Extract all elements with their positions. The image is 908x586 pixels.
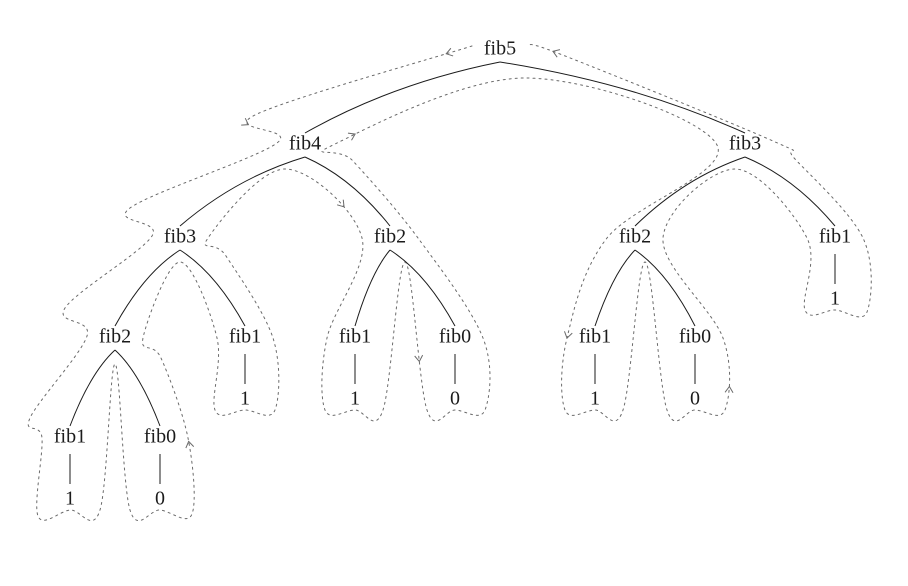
value-fib1RR: 1 — [830, 288, 840, 310]
node-fib1R: fib1 — [579, 326, 611, 348]
trace-arrow — [241, 118, 250, 128]
node-fib4: fib4 — [289, 133, 321, 155]
trace-arrow — [563, 331, 572, 339]
node-fib2R: fib2 — [619, 226, 651, 248]
value-fib0R: 0 — [690, 388, 700, 410]
value-fib1R: 1 — [590, 388, 600, 410]
node-fib5: fib5 — [484, 38, 516, 60]
trace-arrow — [348, 130, 357, 140]
value-fib1LL: 1 — [65, 488, 75, 510]
fib-tree-diagram: fib5 fib4 fib3 fib3 fib2 fib2 fib1 1 fib2 fib1 1 fi… — [0, 0, 908, 586]
value-fib0M: 0 — [450, 388, 460, 410]
node-fib0R: fib0 — [679, 326, 711, 348]
node-fib3R: fib3 — [729, 133, 761, 155]
node-fib1LL: fib1 — [54, 426, 86, 448]
value-fib1M: 1 — [350, 388, 360, 410]
value-fib1L: 1 — [240, 388, 250, 410]
node-fib2LL: fib2 — [99, 326, 131, 348]
node-fib1L: fib1 — [229, 326, 261, 348]
node-fib3L: fib3 — [164, 226, 196, 248]
traversal-path — [28, 45, 871, 521]
traversal-path-layer — [28, 45, 871, 521]
node-fib0M: fib0 — [439, 326, 471, 348]
node-fib1M: fib1 — [339, 326, 371, 348]
node-fib0LL: fib0 — [144, 426, 176, 448]
value-fib0LL: 0 — [155, 488, 165, 510]
node-fib2M: fib2 — [374, 226, 406, 248]
node-fib1RR: fib1 — [819, 226, 851, 248]
node-layer: fib5 fib4 fib3 fib3 fib2 fib2 fib1 1 fib2 fib1 1 fi… — [54, 38, 851, 510]
